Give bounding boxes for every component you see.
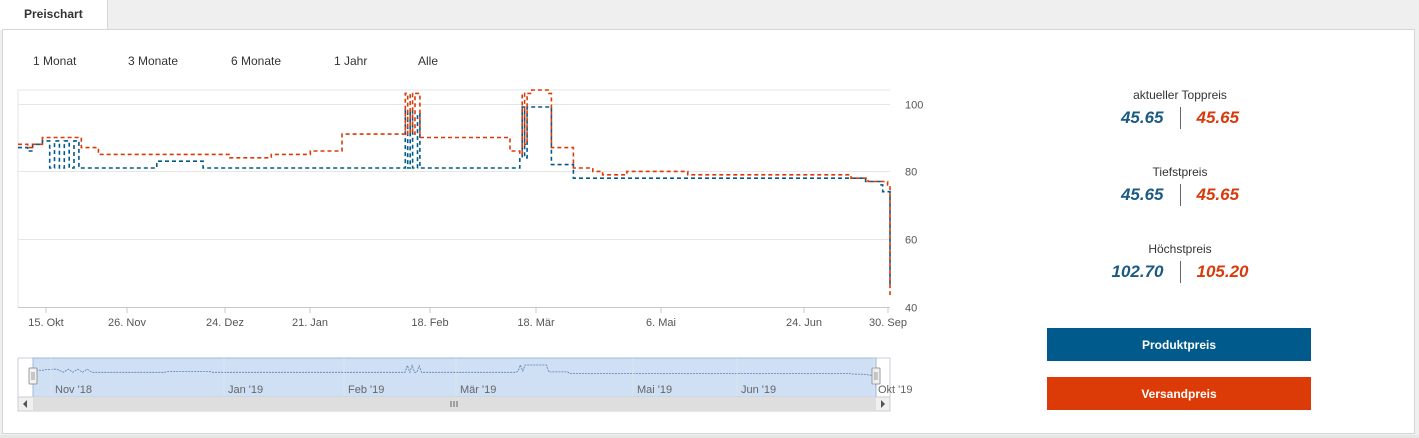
lowest-price-label: Tiefstpreis [1152,165,1208,179]
x-tick-label: 18. Mär [517,317,555,329]
navigator-tick-label: Jan '19 [228,384,263,396]
tab-preischart[interactable]: Preischart [0,0,108,30]
x-tick-label: 6. Mai [646,317,676,329]
price-stats: aktueller Toppreis 45.65 45.65 Tiefstpre… [1040,88,1320,319]
lowest-price-shipping: 45.65 [1196,185,1240,204]
x-tick-label: 24. Jun [786,317,822,329]
shipping-price-button[interactable]: Versandpreis [1047,377,1311,410]
lowest-price-values: 45.65 45.65 [1040,181,1320,209]
lowest-price-product: 45.65 [1120,185,1164,204]
price-chart: 40 60 80 100 15. Okt 26. Nov 24. Dez 21. Jan 18… [17,89,923,412]
navigator-tick-label: Mär '19 [460,384,496,396]
x-tick-label: 18. Feb [411,317,448,329]
separator [1179,107,1181,129]
navigator-handle[interactable] [28,367,38,385]
current-top-price-shipping: 45.65 [1196,108,1240,127]
y-tick-label: 40 [905,303,917,315]
separator [1179,261,1181,283]
current-top-price-label: aktueller Toppreis [1133,88,1227,102]
series-product-line [18,106,891,287]
range-button-6-months[interactable]: 6 Monate [231,54,282,68]
x-tick-label: 21. Jan [292,317,328,329]
x-tick-label: 30. Sep [869,317,907,329]
navigator-tick-label: Jun '19 [741,384,776,396]
navigator-selection[interactable] [32,357,877,398]
range-button-3-months[interactable]: 3 Monate [128,54,179,68]
highest-price-values: 102.70 105.20 [1040,258,1320,286]
y-tick-label: 80 [905,167,917,179]
product-price-button[interactable]: Produktpreis [1047,328,1311,361]
navigator-tick-label: Nov '18 [55,384,92,396]
x-tick-label: 15. Okt [28,317,63,329]
y-tick-label: 60 [905,235,917,247]
range-button-1-month[interactable]: 1 Monat [33,54,77,68]
range-button-all[interactable]: Alle [418,54,439,68]
tab-strip: Preischart [0,0,1419,30]
navigator-tick-label: Okt '19 [878,384,913,396]
current-top-price-values: 45.65 45.65 [1040,104,1320,132]
panel-bottom-edge [0,435,1419,438]
highest-price-shipping: 105.20 [1196,262,1249,281]
y-tick-label: 100 [905,100,923,112]
navigator-tick-label: Mai '19 [637,384,672,396]
highest-price-label: Höchstpreis [1148,242,1212,256]
scroll-right-arrow-icon[interactable] [881,400,885,408]
navigator-tick-label: Feb '19 [348,384,384,396]
current-top-price-product: 45.65 [1120,108,1164,127]
x-tick-label: 26. Nov [108,317,146,329]
separator [1179,184,1181,206]
highest-price-product: 102.70 [1111,262,1164,281]
navigator-series-line [32,363,877,387]
navigator-handle[interactable] [871,367,881,385]
scroll-left-arrow-icon[interactable] [23,400,27,408]
series-shipping-line [18,89,891,297]
range-button-1-year[interactable]: 1 Jahr [334,54,368,68]
x-tick-label: 24. Dez [206,317,244,329]
